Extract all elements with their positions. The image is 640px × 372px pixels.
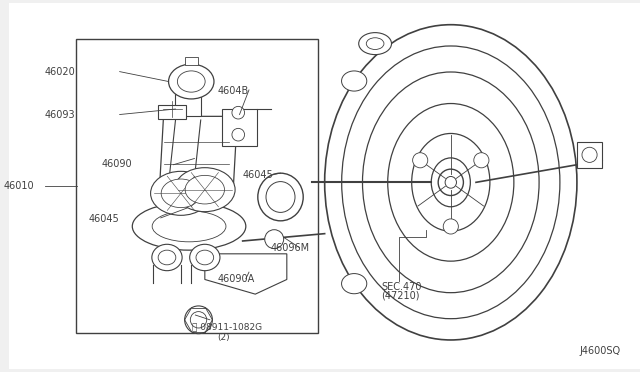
Ellipse shape [358,33,392,55]
Text: J4600SQ: J4600SQ [580,346,621,356]
Bar [76,39,318,333]
Ellipse shape [342,273,367,294]
Text: 46096M: 46096M [271,243,310,253]
Text: (47210): (47210) [381,291,420,301]
Circle shape [582,147,597,163]
Ellipse shape [177,71,205,92]
Ellipse shape [438,169,463,196]
Circle shape [444,219,458,234]
Text: 46010: 46010 [4,181,35,191]
Ellipse shape [161,179,200,208]
Circle shape [232,106,244,119]
Ellipse shape [431,158,470,207]
Text: 46045: 46045 [89,214,120,224]
Circle shape [474,153,489,168]
Text: 46093: 46093 [45,109,76,119]
Text: SEC.470: SEC.470 [381,282,422,292]
Polygon shape [159,116,237,190]
Ellipse shape [152,211,226,242]
Circle shape [265,230,284,248]
Ellipse shape [185,175,225,204]
Text: 46090: 46090 [102,159,132,169]
Ellipse shape [342,71,367,91]
Ellipse shape [342,46,560,319]
Text: 46020: 46020 [45,67,76,77]
Ellipse shape [132,202,246,250]
Ellipse shape [150,171,211,215]
Ellipse shape [196,250,214,265]
Bar [222,109,257,146]
Circle shape [232,128,244,141]
Ellipse shape [152,244,182,271]
Bar [175,94,201,116]
Ellipse shape [266,182,295,212]
Ellipse shape [362,72,539,293]
Text: Ⓝ 08911-1082G: Ⓝ 08911-1082G [192,323,262,331]
Ellipse shape [158,250,176,265]
Ellipse shape [445,176,456,188]
Text: 46090A: 46090A [218,275,255,285]
Bar [159,105,186,119]
Circle shape [185,306,212,334]
Bar [185,57,198,65]
Ellipse shape [412,134,490,231]
Ellipse shape [324,25,577,340]
Ellipse shape [175,168,235,212]
Text: 4604B: 4604B [218,86,249,96]
Ellipse shape [168,64,214,99]
Ellipse shape [366,38,384,49]
Ellipse shape [189,244,220,271]
Text: 46045: 46045 [243,170,273,180]
Ellipse shape [388,103,514,261]
Circle shape [413,153,428,168]
Polygon shape [205,254,287,294]
Ellipse shape [258,173,303,221]
Text: (2): (2) [218,333,230,342]
Bar [577,142,602,168]
Circle shape [190,312,207,328]
